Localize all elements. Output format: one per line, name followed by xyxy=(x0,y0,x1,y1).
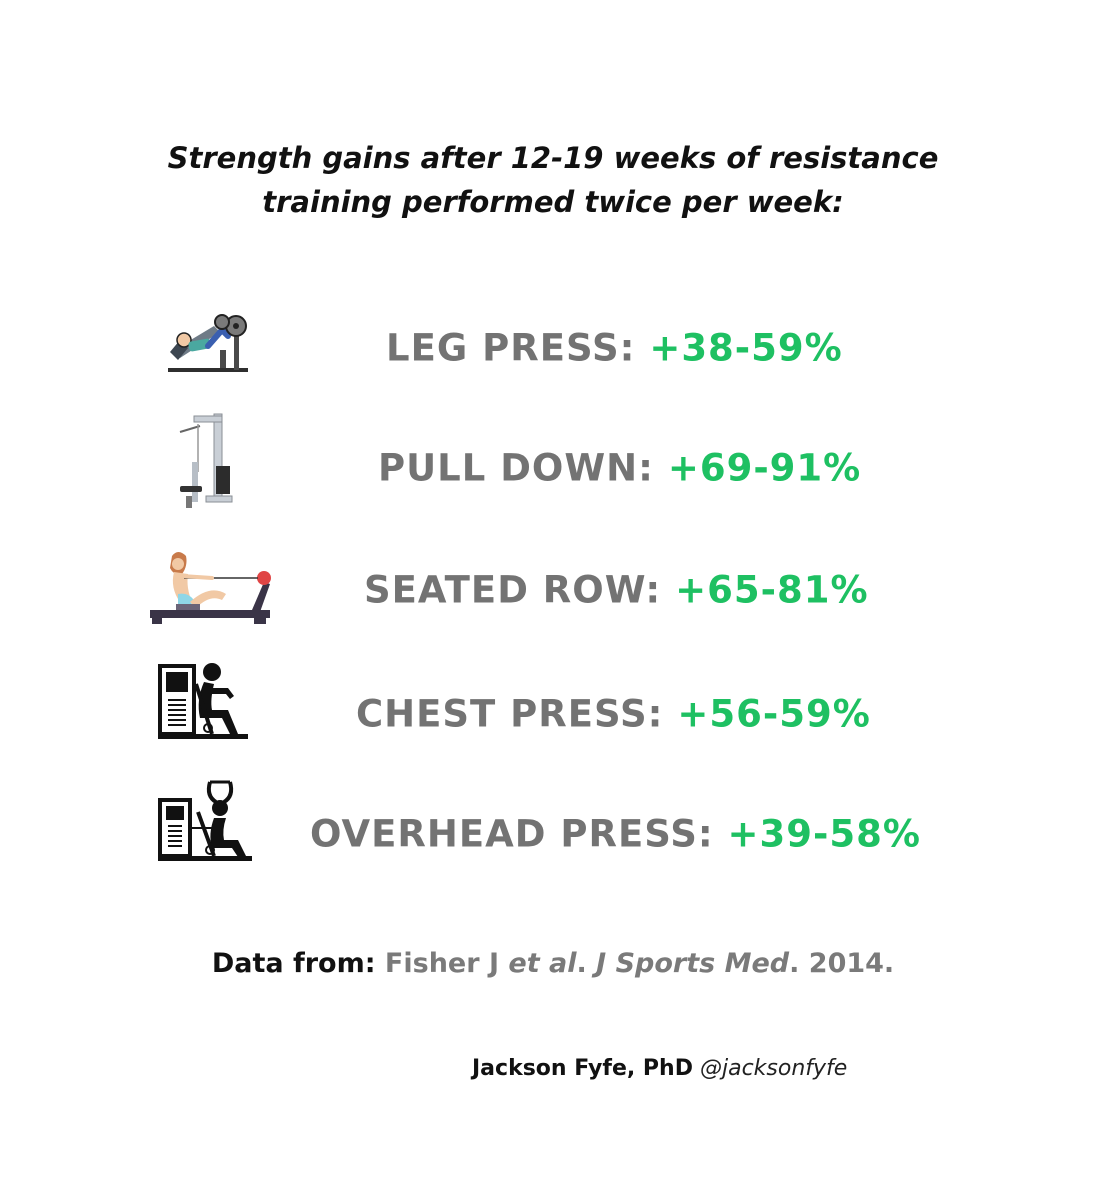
lat-pulldown-machine-icon xyxy=(179,413,233,508)
author-handle: @jacksonfyfe xyxy=(699,1056,848,1081)
author-name: Jackson Fyfe, PhD xyxy=(472,1056,693,1081)
exercise-gain: +65-81% xyxy=(675,568,869,612)
exercise-name: CHEST PRESS: xyxy=(356,692,664,736)
source-lead: Data from: xyxy=(211,948,376,979)
exercise-row-leg-press: LEG PRESS: +38-59% xyxy=(0,298,1106,398)
source-sep: . xyxy=(576,948,597,979)
exercise-name: PULL DOWN: xyxy=(378,446,654,490)
author-credit: Jackson Fyfe, PhD @jacksonfyfe xyxy=(472,1056,847,1081)
exercise-gain: +56-59% xyxy=(677,692,871,736)
exercise-label: PULL DOWN: +69-91% xyxy=(378,447,861,490)
exercise-name: SEATED ROW: xyxy=(364,568,662,612)
exercise-gain: +39-58% xyxy=(727,812,921,856)
title-line-2: training performed twice per week: xyxy=(262,185,844,219)
exercise-gain: +69-91% xyxy=(667,446,862,490)
leg-press-machine-icon xyxy=(168,314,248,372)
exercise-row-overhead-press: OVERHEAD PRESS: +39-58% xyxy=(0,780,1106,884)
title-line-1: Strength gains after 12-19 weeks of resi… xyxy=(167,141,939,175)
rowing-machine-icon xyxy=(150,552,271,624)
exercise-name: OVERHEAD PRESS: xyxy=(310,812,714,856)
exercise-row-pull-down: PULL DOWN: +69-91% xyxy=(0,413,1106,518)
source-journal: J Sports Med xyxy=(596,948,790,979)
exercise-name: LEG PRESS: xyxy=(386,326,636,370)
exercise-row-chest-press: CHEST PRESS: +56-59% xyxy=(0,663,1106,764)
exercise-label: SEATED ROW: +65-81% xyxy=(364,569,869,612)
source-year: . 2014. xyxy=(789,948,895,979)
exercise-label: LEG PRESS: +38-59% xyxy=(386,327,843,370)
overhead-press-machine-icon xyxy=(158,780,252,861)
data-source-citation: Data from: Fisher J et al. J Sports Med.… xyxy=(0,948,1106,979)
exercise-label: CHEST PRESS: +56-59% xyxy=(356,693,871,736)
exercise-gain: +38-59% xyxy=(649,326,843,370)
exercise-label: OVERHEAD PRESS: +39-58% xyxy=(310,813,921,856)
infographic-title: Strength gains after 12-19 weeks of resi… xyxy=(0,136,1106,224)
chest-press-machine-icon xyxy=(158,663,248,739)
source-etal: et al xyxy=(508,948,577,979)
source-author: Fisher J xyxy=(384,948,509,979)
exercise-row-seated-row: SEATED ROW: +65-81% xyxy=(0,540,1106,640)
